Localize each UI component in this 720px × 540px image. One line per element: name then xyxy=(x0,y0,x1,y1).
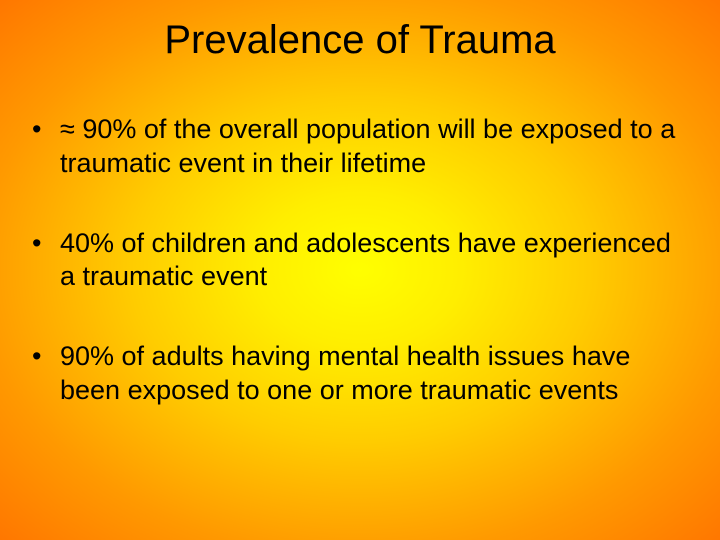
slide-title: Prevalence of Trauma xyxy=(0,0,720,63)
bullet-list: ≈ 90% of the overall population will be … xyxy=(0,63,720,408)
bullet-item: ≈ 90% of the overall population will be … xyxy=(30,113,690,181)
bullet-item: 40% of children and adolescents have exp… xyxy=(30,227,690,295)
slide: Prevalence of Trauma ≈ 90% of the overal… xyxy=(0,0,720,540)
bullet-item: 90% of adults having mental health issue… xyxy=(30,340,690,408)
